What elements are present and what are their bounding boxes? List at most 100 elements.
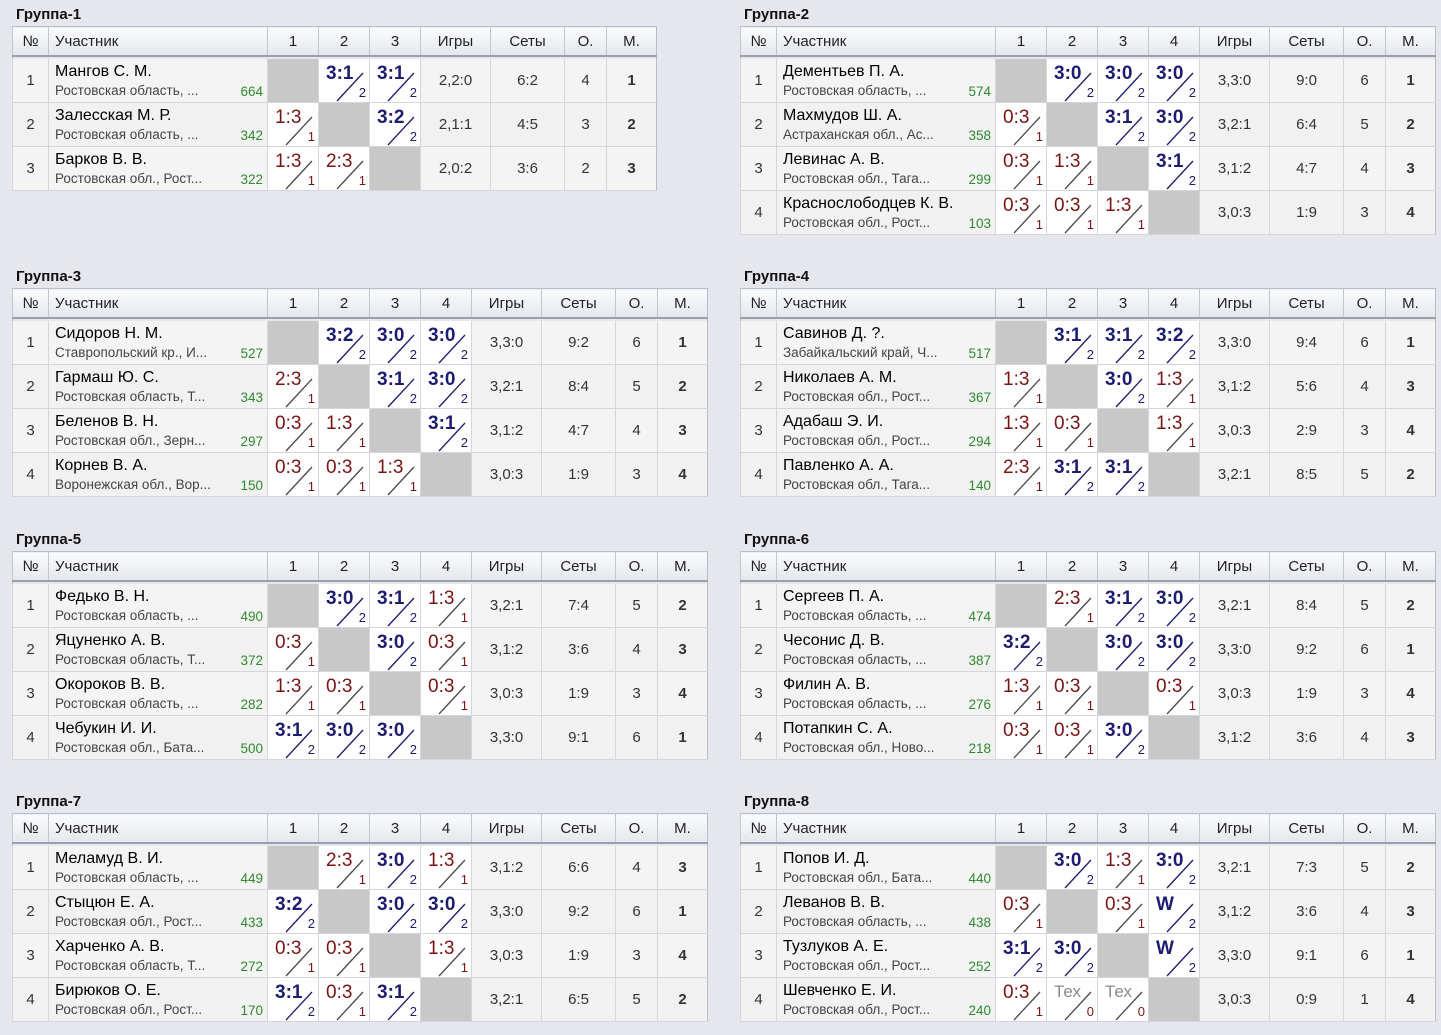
- player-name[interactable]: Филин А. В.: [783, 676, 871, 693]
- header-opponent-1[interactable]: 1: [267, 813, 319, 844]
- match-result-cell[interactable]: 3:1 2: [995, 933, 1047, 978]
- player-name[interactable]: Сергеев П. А.: [783, 588, 885, 605]
- header-opponent-3[interactable]: 3: [1097, 813, 1149, 844]
- header-place[interactable]: М.: [1385, 551, 1436, 582]
- match-result-cell[interactable]: 3:0 2: [420, 364, 472, 409]
- header-games[interactable]: Игры: [1199, 551, 1270, 582]
- player-name[interactable]: Адабаш Э. И.: [783, 413, 884, 430]
- match-result-cell[interactable]: 0:3 1: [267, 408, 319, 453]
- match-result-cell[interactable]: 1:3 1: [420, 933, 472, 978]
- header-points[interactable]: О.: [615, 288, 658, 319]
- player-cell[interactable]: Стыцюн Е. А. Ростовская обл., Рост... 433: [48, 889, 268, 934]
- player-name[interactable]: Бирюков О. Е.: [55, 982, 161, 999]
- player-cell[interactable]: Меламуд В. И. Ростовская область, ... 449: [48, 846, 268, 890]
- match-result-cell[interactable]: 2:3 1: [1046, 584, 1098, 628]
- header-opponent-2[interactable]: 2: [318, 813, 370, 844]
- match-result-cell[interactable]: 3:1 2: [267, 977, 319, 1022]
- match-result-cell[interactable]: Тех 0: [1097, 977, 1149, 1022]
- header-num[interactable]: №: [740, 551, 777, 582]
- header-place[interactable]: М.: [1385, 288, 1436, 319]
- header-opponent-3[interactable]: 3: [369, 26, 421, 57]
- player-cell[interactable]: Дементьев П. А. Ростовская область, ... 57…: [776, 59, 996, 103]
- player-name[interactable]: Харченко А. В.: [55, 938, 165, 955]
- header-opponent-2[interactable]: 2: [1046, 551, 1098, 582]
- player-cell[interactable]: Федько В. Н. Ростовская область, ... 490: [48, 584, 268, 628]
- player-name[interactable]: Яцуненко А. В.: [55, 632, 166, 649]
- player-name[interactable]: Чебукин И. И.: [55, 720, 157, 737]
- player-name[interactable]: Барков В. В.: [55, 151, 147, 168]
- match-result-cell[interactable]: 0:3 1: [318, 933, 370, 978]
- header-participant[interactable]: Участник: [776, 813, 996, 844]
- header-opponent-1[interactable]: 1: [995, 26, 1047, 57]
- header-points[interactable]: О.: [1343, 813, 1386, 844]
- header-opponent-3[interactable]: 3: [1097, 551, 1149, 582]
- header-participant[interactable]: Участник: [48, 813, 268, 844]
- header-opponent-1[interactable]: 1: [267, 26, 319, 57]
- header-opponent-2[interactable]: 2: [1046, 26, 1098, 57]
- player-name[interactable]: Чесонис Д. В.: [783, 632, 885, 649]
- match-result-cell[interactable]: 3:0 2: [1148, 627, 1200, 672]
- match-result-cell[interactable]: 1:3 1: [995, 408, 1047, 453]
- match-result-cell[interactable]: 1:3 1: [267, 102, 319, 147]
- header-points[interactable]: О.: [564, 26, 607, 57]
- match-result-cell[interactable]: 3:1 2: [369, 977, 421, 1022]
- header-opponent-1[interactable]: 1: [995, 813, 1047, 844]
- match-result-cell[interactable]: 3:2 2: [1148, 321, 1200, 365]
- header-opponent-1[interactable]: 1: [267, 288, 319, 319]
- match-result-cell[interactable]: 0:3 1: [1148, 671, 1200, 716]
- match-result-cell[interactable]: 0:3 1: [1046, 671, 1098, 716]
- player-cell[interactable]: Беленов В. Н. Ростовская обл., Зерн... 297: [48, 408, 268, 453]
- match-result-cell[interactable]: 3:1 2: [1097, 321, 1149, 365]
- header-sets[interactable]: Сеты: [1269, 26, 1344, 57]
- header-opponent-4[interactable]: 4: [420, 551, 472, 582]
- player-cell[interactable]: Окороков В. В. Ростовская область, ... 282: [48, 671, 268, 716]
- match-result-cell[interactable]: 3:2 2: [995, 627, 1047, 672]
- player-cell[interactable]: Чесонис Д. В. Ростовская область, ... 387: [776, 627, 996, 672]
- match-result-cell[interactable]: 0:3 1: [267, 933, 319, 978]
- match-result-cell[interactable]: 1:3 1: [420, 584, 472, 628]
- header-opponent-3[interactable]: 3: [1097, 288, 1149, 319]
- match-result-cell[interactable]: 2:3 1: [995, 452, 1047, 497]
- match-result-cell[interactable]: 2:3 1: [267, 364, 319, 409]
- player-cell[interactable]: Филин А. В. Ростовская область, ... 276: [776, 671, 996, 716]
- header-opponent-2[interactable]: 2: [1046, 813, 1098, 844]
- player-name[interactable]: Сидоров Н. М.: [55, 325, 163, 342]
- match-result-cell[interactable]: 1:3 1: [1097, 190, 1149, 235]
- header-opponent-2[interactable]: 2: [318, 288, 370, 319]
- player-cell[interactable]: Махмудов Ш. А. Астраханская обл., Ас... 35…: [776, 102, 996, 147]
- player-name[interactable]: Савинов Д. ?.: [783, 325, 885, 342]
- header-place[interactable]: М.: [657, 813, 708, 844]
- player-name[interactable]: Тузлуков А. Е.: [783, 938, 889, 955]
- header-sets[interactable]: Сеты: [541, 813, 616, 844]
- match-result-cell[interactable]: 2:3 1: [318, 846, 370, 890]
- player-cell[interactable]: Тузлуков А. Е. Ростовская обл., Рост... 25…: [776, 933, 996, 978]
- player-cell[interactable]: Краснослободцев К. В. Ростовская обл., Ро…: [776, 190, 996, 235]
- header-num[interactable]: №: [740, 26, 777, 57]
- header-opponent-3[interactable]: 3: [369, 813, 421, 844]
- match-result-cell[interactable]: 3:1 2: [369, 59, 421, 103]
- match-result-cell[interactable]: 0:3 1: [267, 452, 319, 497]
- header-opponent-4[interactable]: 4: [1148, 288, 1200, 319]
- player-cell[interactable]: Савинов Д. ?. Забайкальский край, Ч... 517: [776, 321, 996, 365]
- header-participant[interactable]: Участник: [776, 26, 996, 57]
- player-name[interactable]: Мангов С. М.: [55, 63, 152, 80]
- player-cell[interactable]: Попов И. Д. Ростовская обл., Бата... 440: [776, 846, 996, 890]
- header-opponent-4[interactable]: 4: [1148, 813, 1200, 844]
- player-name[interactable]: Корнев В. А.: [55, 457, 148, 474]
- match-result-cell[interactable]: 3:1 2: [318, 59, 370, 103]
- match-result-cell[interactable]: 0:3 1: [995, 977, 1047, 1022]
- match-result-cell[interactable]: 3:0 2: [1046, 933, 1098, 978]
- header-participant[interactable]: Участник: [776, 551, 996, 582]
- header-sets[interactable]: Сеты: [1269, 813, 1344, 844]
- match-result-cell[interactable]: 3:0 2: [1046, 59, 1098, 103]
- player-name[interactable]: Павленко А. А.: [783, 457, 894, 474]
- match-result-cell[interactable]: 0:3 1: [318, 671, 370, 716]
- match-result-cell[interactable]: 3:0 2: [1046, 846, 1098, 890]
- header-num[interactable]: №: [12, 26, 49, 57]
- match-result-cell[interactable]: 3:1 2: [1046, 321, 1098, 365]
- match-result-cell[interactable]: 0:3 1: [1097, 889, 1149, 934]
- match-result-cell[interactable]: 3:1 2: [369, 364, 421, 409]
- player-cell[interactable]: Залесская М. Р. Ростовская область, ... 34…: [48, 102, 268, 147]
- match-result-cell[interactable]: 3:0 2: [1097, 364, 1149, 409]
- player-name[interactable]: Залесская М. Р.: [55, 107, 172, 124]
